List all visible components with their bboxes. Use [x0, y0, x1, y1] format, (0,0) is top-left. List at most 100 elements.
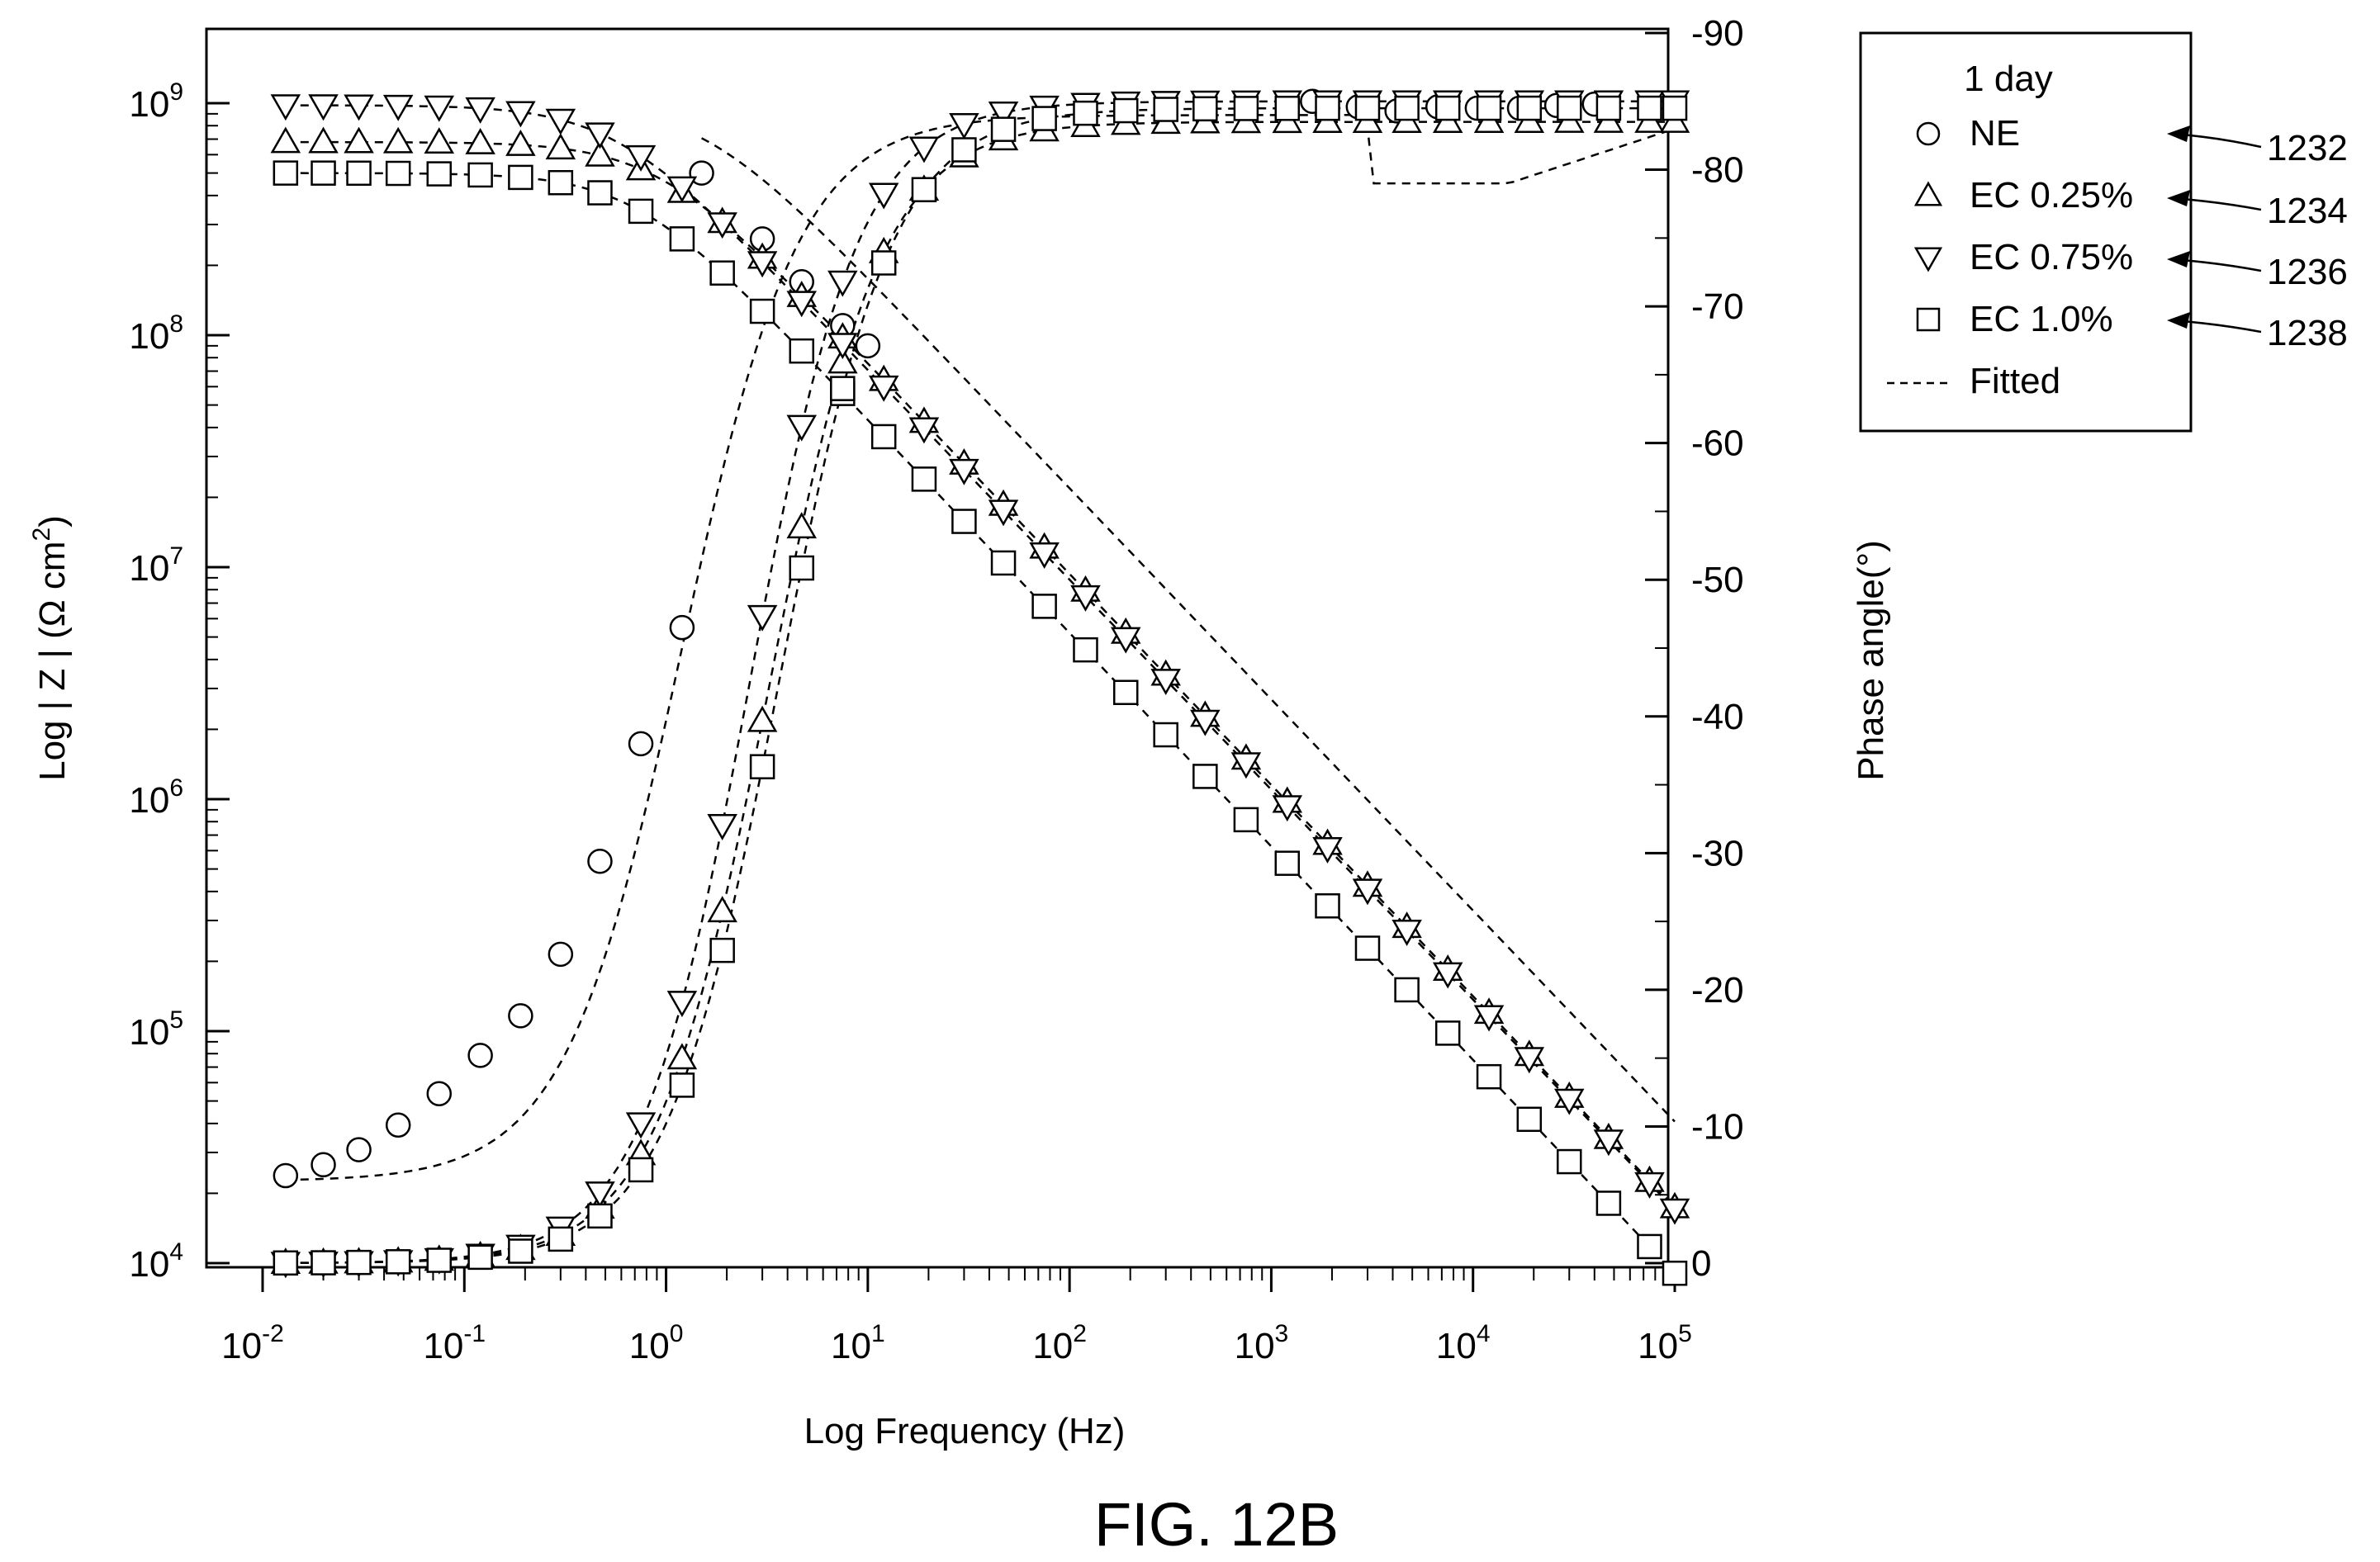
fitted-curve [285, 140, 1676, 1209]
ec-1-0--phase-marker [1662, 95, 1688, 121]
ec-1-0--phase-marker [1073, 100, 1098, 126]
ec-0-75--magnitude-marker [1029, 542, 1060, 569]
ec-1-0--magnitude-marker [1112, 679, 1139, 705]
ec-1-0--magnitude-marker [1595, 1190, 1622, 1216]
ec-1-0--magnitude-marker [273, 160, 299, 186]
ec-0-25--magnitude-marker [344, 126, 374, 154]
ec-0-75--magnitude-marker [1312, 836, 1343, 864]
ec-1-0--magnitude-marker [749, 298, 775, 324]
ec-0-75--magnitude-marker [1352, 878, 1383, 906]
ne-phase-marker [346, 1137, 372, 1162]
ne-phase-marker [587, 849, 613, 874]
ec-1-0--phase-marker [1476, 95, 1502, 121]
ec-1-0--magnitude-marker [789, 338, 815, 364]
ec-1-0--magnitude-marker [1274, 850, 1301, 876]
x-tick-label: 10-2 [221, 1320, 284, 1366]
ec-1-0--phase-marker [385, 1249, 411, 1275]
legend-marker-triangle-down [1913, 247, 1943, 272]
ec-0-75--magnitude-marker [707, 212, 737, 239]
ec-0-75--phase-marker [827, 270, 858, 297]
ec-1-0--magnitude-marker [1476, 1063, 1502, 1090]
reference-numerals: 1232 1234 1236 1238 [2167, 125, 2348, 353]
y2-tick-label: -80 [1691, 150, 1744, 191]
reference-arrowhead [2167, 125, 2190, 142]
y-tick-label: 108 [129, 310, 183, 357]
ne-phase-marker [508, 1003, 533, 1029]
ec-1-0--phase-marker [870, 250, 897, 276]
ec-1-0--phase-marker [990, 116, 1017, 142]
ec-0-75--magnitude-marker [1554, 1088, 1585, 1115]
ec-1-0--magnitude-marker [548, 169, 574, 196]
x-tick-label: 102 [1032, 1320, 1087, 1366]
y2-tick-label: -20 [1691, 970, 1744, 1011]
x-axis: 10-2 10-1 100 101 102 103 104 105 [221, 1267, 1692, 1366]
reference-numeral: 1232 [2267, 128, 2348, 168]
ec-1-0--magnitude-marker [990, 550, 1017, 576]
ec-0-25--phase-marker [747, 705, 778, 732]
ec-0-75--magnitude-marker [382, 94, 414, 121]
ec-0-75--magnitude-marker [988, 499, 1019, 527]
ec-1-0--phase-marker [1557, 95, 1582, 121]
fitted-curve [285, 121, 1675, 1264]
y2-tick-label: 0 [1691, 1243, 1711, 1284]
ec-1-0--magnitude-marker [346, 160, 372, 187]
ec-1-0--phase-marker [467, 1244, 493, 1271]
y-axis-right: 0 -10 -20 -30 -40 -50 -60 -70 -80 -90 [1645, 13, 1744, 1284]
ec-0-75--phase-marker [585, 1181, 615, 1209]
ec-0-75--phase-marker [988, 102, 1019, 128]
y-tick-label: 106 [129, 774, 183, 821]
ec-0-25--magnitude-marker [465, 127, 495, 154]
x-tick-label: 105 [1638, 1320, 1692, 1366]
ec-1-0--phase-marker [508, 1238, 533, 1264]
ec-1-0--magnitude-marker [1637, 1233, 1662, 1260]
ne-magnitude-marker [689, 160, 714, 186]
ec-0-75--phase-marker [747, 604, 778, 632]
ec-0-75--magnitude-marker [1593, 1129, 1624, 1157]
ec-0-75--magnitude-marker [949, 458, 979, 485]
figure-caption: FIG. 12B [1094, 1490, 1339, 1559]
ec-0-25--phase-marker [827, 347, 858, 374]
ne-phase-marker [311, 1152, 336, 1178]
legend-label: EC 1.0% [1970, 299, 2113, 339]
ec-0-75--magnitude-marker [1190, 709, 1221, 736]
ec-1-0--magnitude-marker [1557, 1148, 1582, 1175]
fitted-curve [701, 137, 1676, 1123]
ec-1-0--phase-marker [548, 1226, 574, 1252]
ec-1-0--phase-marker [1354, 95, 1381, 121]
reference-arrowhead [2167, 251, 2190, 267]
ec-0-75--magnitude-marker [1659, 1198, 1690, 1225]
ec-0-25--magnitude-marker [424, 127, 455, 154]
ec-0-75--phase-marker [908, 136, 940, 163]
ec-0-75--phase-marker [868, 182, 899, 210]
ec-0-75--magnitude-marker [827, 333, 858, 360]
ec-0-75--phase-marker [666, 991, 698, 1018]
ec-1-0--magnitude-marker [669, 226, 695, 252]
ec-0-75--magnitude-marker [1272, 795, 1303, 822]
y-axis-title: Log | Z | (Ω cm2) [28, 515, 73, 781]
y-tick-label: 104 [129, 1238, 183, 1285]
ec-1-0--magnitude-marker [385, 160, 411, 187]
ne-magnitude-marker [855, 333, 881, 359]
ne-phase-marker [385, 1112, 411, 1138]
ec-0-75--magnitude-marker [1634, 1172, 1665, 1199]
reference-arrowhead [2167, 312, 2190, 329]
fitted-curve [285, 104, 1676, 1210]
ec-1-0--phase-marker [346, 1249, 372, 1276]
ec-1-0--phase-marker [311, 1250, 336, 1276]
x-tick-label: 10-1 [423, 1320, 486, 1366]
fitted-curve [285, 100, 1675, 1264]
ec-1-0--phase-marker [1274, 95, 1301, 121]
ec-0-75--magnitude-marker [666, 176, 698, 203]
ec-1-0--magnitude-marker [870, 424, 897, 450]
ec-0-25--magnitude-marker [505, 129, 536, 156]
y-tick-label: 105 [129, 1006, 183, 1053]
ec-0-25--magnitude-marker [585, 140, 615, 167]
ne-phase-marker [467, 1043, 493, 1068]
ec-1-0--magnitude-marker [1233, 807, 1259, 833]
x-tick-label: 103 [1235, 1320, 1289, 1366]
y2-tick-label: -10 [1691, 1106, 1744, 1147]
ec-1-0--magnitude-marker [467, 162, 493, 188]
y-tick-label: 109 [129, 78, 183, 125]
y2-tick-label: -30 [1691, 833, 1744, 873]
